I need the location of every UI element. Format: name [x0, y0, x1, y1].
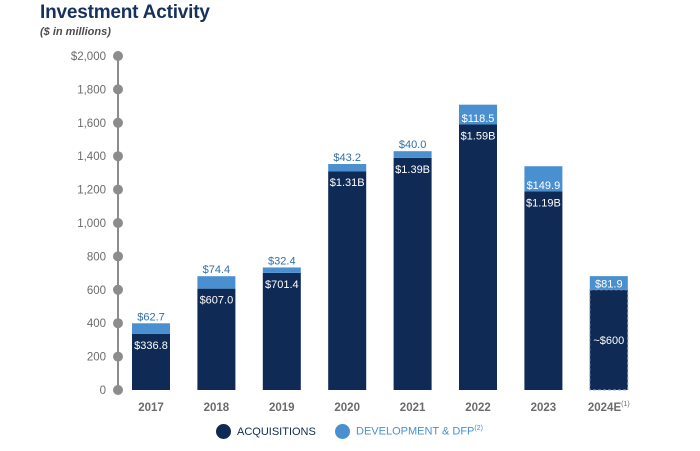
y-tick-label: 800 — [87, 251, 106, 263]
y-tick-label: 1,000 — [77, 218, 106, 230]
data-label-acquisitions: $1.31B — [330, 177, 365, 189]
legend-development-label: DEVELOPMENT & DFP(2) — [356, 425, 483, 438]
bar-acquisitions — [132, 333, 170, 390]
y-tick-label: 400 — [87, 318, 106, 330]
data-label-acquisitions: $701.4 — [265, 279, 299, 291]
y-tick-label: 1,800 — [77, 84, 106, 96]
bar-acquisitions — [393, 157, 432, 390]
legend-development-text: DEVELOPMENT & DFP — [356, 425, 475, 438]
chart-subtitle: ($ in millions) — [40, 26, 111, 38]
data-label-acquisitions: $1.59B — [461, 130, 496, 142]
bar-acquisitions — [328, 171, 367, 390]
data-label-development: $43.2 — [333, 152, 361, 164]
legend-development: DEVELOPMENT & DFP(2) — [335, 424, 483, 439]
bar-development — [589, 276, 628, 290]
bar-development — [459, 104, 497, 125]
y-tick-dot — [113, 284, 123, 295]
data-label-development: $32.4 — [268, 255, 296, 267]
y-tick-dot — [113, 51, 123, 61]
bar-acquisitions — [524, 191, 563, 390]
bar-development — [393, 151, 432, 158]
x-tick-label: 2021 — [400, 402, 426, 414]
y-tick-label: 200 — [87, 352, 106, 364]
chart-title: Investment Activity — [40, 2, 210, 23]
x-tick-label: 2019 — [269, 402, 295, 414]
x-tick-label: 2018 — [204, 402, 230, 414]
data-label-development: $62.7 — [137, 311, 165, 323]
data-label-acquisitions: $336.8 — [134, 340, 168, 352]
bar-development — [262, 267, 301, 273]
legend-acquisitions: ACQUISITIONS — [216, 424, 316, 439]
y-tick-label: 0 — [100, 385, 106, 397]
bar-acquisitions — [589, 289, 629, 391]
data-label-acquisitions: $1.19B — [526, 197, 561, 209]
data-label-development: $40.0 — [399, 139, 427, 151]
bar-development — [524, 166, 563, 192]
x-tick-label: 2020 — [334, 402, 360, 414]
y-tick-dot — [113, 218, 123, 228]
y-tick-dot — [113, 184, 123, 195]
bar-acquisitions — [197, 288, 236, 390]
legend-development-footnote: (2) — [474, 425, 483, 433]
x-tick-label: 2022 — [465, 402, 491, 414]
bar-development — [132, 323, 170, 334]
y-tick-label: 1,200 — [77, 185, 106, 197]
bar-acquisitions — [262, 272, 301, 390]
y-tick-dot — [113, 351, 123, 362]
y-tick-label: $2,000 — [71, 51, 106, 63]
y-tick-dot — [113, 117, 123, 128]
y-tick-dot — [113, 251, 123, 262]
bar-acquisitions — [459, 124, 497, 390]
x-tick-label: 2023 — [531, 402, 557, 414]
y-tick-dot — [113, 385, 123, 395]
y-tick-label: 1,400 — [77, 151, 106, 163]
y-tick-dot — [113, 318, 123, 329]
bar-development — [328, 164, 367, 172]
legend-acquisitions-label: ACQUISITIONS — [237, 425, 316, 438]
data-label-acquisitions: $1.39B — [395, 164, 430, 176]
data-label-development: $81.9 — [595, 278, 623, 290]
x-tick-label: 2017 — [138, 402, 164, 414]
data-label-acquisitions: $607.0 — [200, 295, 234, 307]
legend-development-swatch — [335, 424, 350, 439]
x-tick-label: 2024E(1) — [588, 401, 630, 414]
y-tick-dot — [113, 84, 123, 95]
y-tick-label: 600 — [87, 285, 106, 297]
x-tick-footnote: (1) — [621, 401, 630, 408]
legend-acquisitions-swatch — [216, 424, 231, 439]
bar-development — [197, 276, 236, 289]
data-label-development: $118.5 — [462, 113, 495, 125]
data-label-development: $74.4 — [203, 264, 231, 276]
y-tick-label: 1,600 — [77, 118, 106, 130]
data-label-development: $149.9 — [527, 180, 561, 192]
data-label-acquisitions: ~$600 — [593, 335, 624, 347]
y-tick-dot — [113, 151, 123, 162]
